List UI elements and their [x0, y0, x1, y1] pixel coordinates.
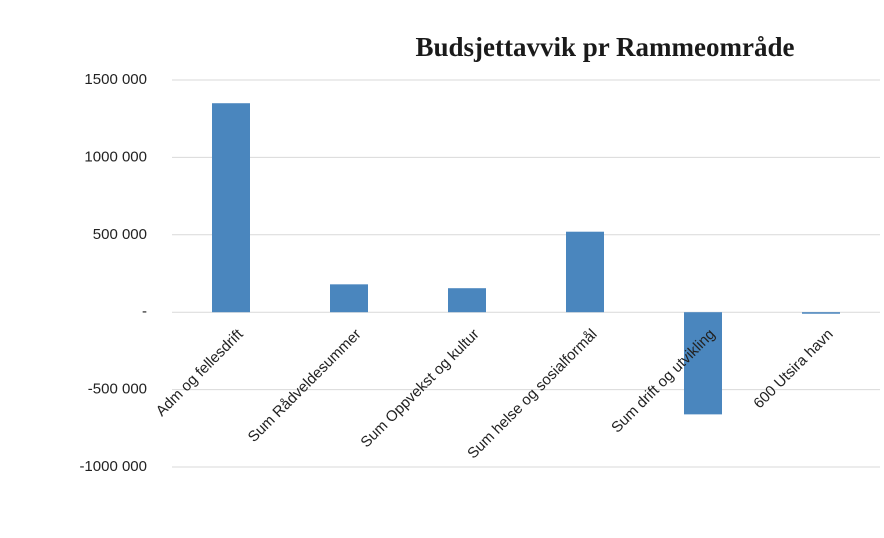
- bar: [684, 312, 722, 415]
- y-tick-label: 1000 000: [84, 148, 147, 165]
- x-tick-label: Sum Rådveldesummer: [245, 326, 365, 446]
- bar: [212, 103, 250, 313]
- y-tick-label: -1000 000: [79, 458, 147, 475]
- y-tick-label: 1500 000: [84, 71, 147, 88]
- x-tick-label: Sum helse og sosialformål: [464, 326, 600, 462]
- x-tick-label: Adm og fellesdrift: [153, 325, 248, 420]
- y-tick-label: -: [142, 303, 147, 320]
- x-tick-label: 600 Utsira havn: [750, 326, 836, 412]
- bar: [802, 312, 840, 314]
- y-tick-label: 500 000: [93, 226, 147, 243]
- y-tick-label: -500 000: [88, 381, 147, 398]
- bar: [330, 284, 368, 313]
- chart-title: Budsjettavvik pr Rammeområde: [416, 32, 795, 62]
- bar: [566, 231, 604, 313]
- bar: [448, 288, 486, 313]
- x-tick-label: Sum Oppvekst og kultur: [357, 326, 482, 451]
